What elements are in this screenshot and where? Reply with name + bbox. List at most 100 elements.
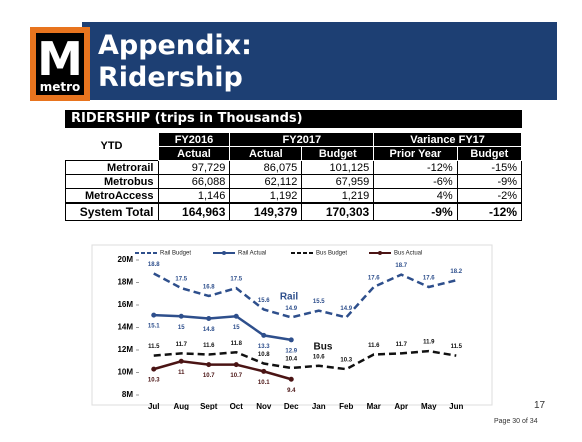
data-label: 16.8 <box>203 285 215 291</box>
annotation: Bus <box>314 342 333 353</box>
data-label: 15.5 <box>313 299 325 305</box>
cell: 86,075 <box>229 160 303 175</box>
cell: -9% <box>373 202 458 221</box>
x-tick-label: Nov <box>256 402 272 410</box>
cell: 1,219 <box>301 188 375 204</box>
y-tick-label: 12M <box>117 345 133 354</box>
legend-label: Rail Actual <box>238 251 266 257</box>
page-number: Page 30 of 34 <box>494 418 538 425</box>
data-label: 11.6 <box>368 343 380 349</box>
point <box>288 376 294 382</box>
point <box>261 368 267 374</box>
cell: 62,112 <box>229 174 303 189</box>
data-label: 15.6 <box>258 298 270 304</box>
point <box>206 316 212 321</box>
group-header: FY2016 <box>157 132 231 147</box>
column-header: Actual <box>157 146 231 161</box>
cell: 1,192 <box>229 188 303 204</box>
x-tick-label: Jul <box>148 402 160 410</box>
table-title: RIDERSHIP (trips in Thousands) <box>65 110 522 128</box>
x-tick-label: Dec <box>284 402 299 410</box>
series-line <box>153 349 457 371</box>
legend-label: Bus Actual <box>394 251 422 257</box>
cell: -15% <box>456 160 523 175</box>
series-line <box>153 359 292 381</box>
cell: 67,959 <box>301 174 375 189</box>
table-row: MetroAccess 1,146 1,192 1,219 4% -2% <box>65 188 523 204</box>
x-tick-label: Jun <box>449 402 463 410</box>
data-label: 10.1 <box>258 380 270 386</box>
cell: 170,303 <box>301 202 375 221</box>
data-label: 11.7 <box>396 342 408 348</box>
data-label: 15 <box>178 325 185 331</box>
data-label: 11 <box>178 370 185 376</box>
table-row: System Total 164,963 149,379 170,303 -9% -12% <box>65 202 523 221</box>
data-label: 9.4 <box>287 388 296 394</box>
point <box>233 362 239 368</box>
point <box>178 358 184 364</box>
column-header: Budget <box>456 146 523 161</box>
x-tick-label: Apr <box>394 402 408 410</box>
cell: 97,729 <box>157 160 231 175</box>
data-label: 11.7 <box>176 342 188 348</box>
logo-letter: M <box>37 32 83 86</box>
data-label: 10.6 <box>313 354 325 360</box>
cell: 4% <box>373 188 458 204</box>
row-label: System Total <box>65 202 159 221</box>
legend-label: Rail Budget <box>160 251 191 257</box>
point <box>288 337 294 343</box>
point <box>233 313 239 319</box>
data-label: 11.8 <box>231 341 243 347</box>
annotation: Rail <box>280 292 299 303</box>
title-line: Appendix: <box>98 30 252 61</box>
x-tick-label: Jan <box>312 402 326 410</box>
data-label: 18.8 <box>148 262 160 268</box>
cell: 164,963 <box>157 202 231 221</box>
data-label: 11.5 <box>148 344 160 350</box>
point <box>151 366 157 372</box>
logo: M metro <box>30 27 90 101</box>
logo-inner: M metro <box>36 33 84 95</box>
x-tick-label: May <box>421 402 437 410</box>
cell: 66,088 <box>157 174 231 189</box>
data-label: 10.3 <box>148 378 160 384</box>
ytd-label: YTD <box>100 140 123 153</box>
data-label: 17.6 <box>368 276 380 282</box>
column-header: Prior Year <box>373 146 458 161</box>
data-label: 10.8 <box>258 352 270 358</box>
y-tick-label: 20M <box>117 255 133 264</box>
cell: 149,379 <box>229 202 303 221</box>
data-label: 14.9 <box>340 306 352 312</box>
point <box>178 313 184 319</box>
y-tick-label: 8M <box>122 390 133 399</box>
table-row: Metrorail 97,729 86,075 101,125 -12% -15% <box>65 160 523 175</box>
cell: -2% <box>456 188 523 204</box>
x-tick-label: Mar <box>367 402 381 410</box>
point <box>151 312 157 318</box>
data-label: 12.9 <box>285 348 297 354</box>
table-row: Metrobus 66,088 62,112 67,959 -6% -9% <box>65 174 523 189</box>
x-tick-label: Sept <box>200 402 218 410</box>
group-header: FY2017 <box>229 132 375 147</box>
data-label: 10.7 <box>230 373 242 379</box>
logo-word: metro <box>36 80 84 94</box>
data-label: 10.3 <box>340 358 352 364</box>
data-label: 14.9 <box>285 306 297 312</box>
title-line: Ridership <box>98 62 243 93</box>
data-label: 17.5 <box>230 277 242 283</box>
y-tick-label: 14M <box>117 323 133 332</box>
data-label: 13.3 <box>258 344 270 350</box>
chart-frame <box>91 244 493 406</box>
legend-label: Bus Budget <box>316 251 347 257</box>
data-label: 11.9 <box>423 340 435 346</box>
data-label: 15 <box>233 325 240 331</box>
data-label: 15.1 <box>148 324 160 330</box>
group-header: Variance FY17 <box>373 132 522 147</box>
x-tick-label: Feb <box>339 402 353 410</box>
ridership-chart: 8M 10M 12M 14M 16M 18M 20M Jul Aug Sept Oct Nov Dec J… <box>91 244 493 410</box>
data-label: 17.5 <box>175 277 187 283</box>
data-label: 17.6 <box>423 276 435 282</box>
ridership-table: YTD FY2016 FY2017 Variance FY17 Actual Actual… <box>65 132 523 221</box>
y-tick-label: 18M <box>117 278 133 287</box>
